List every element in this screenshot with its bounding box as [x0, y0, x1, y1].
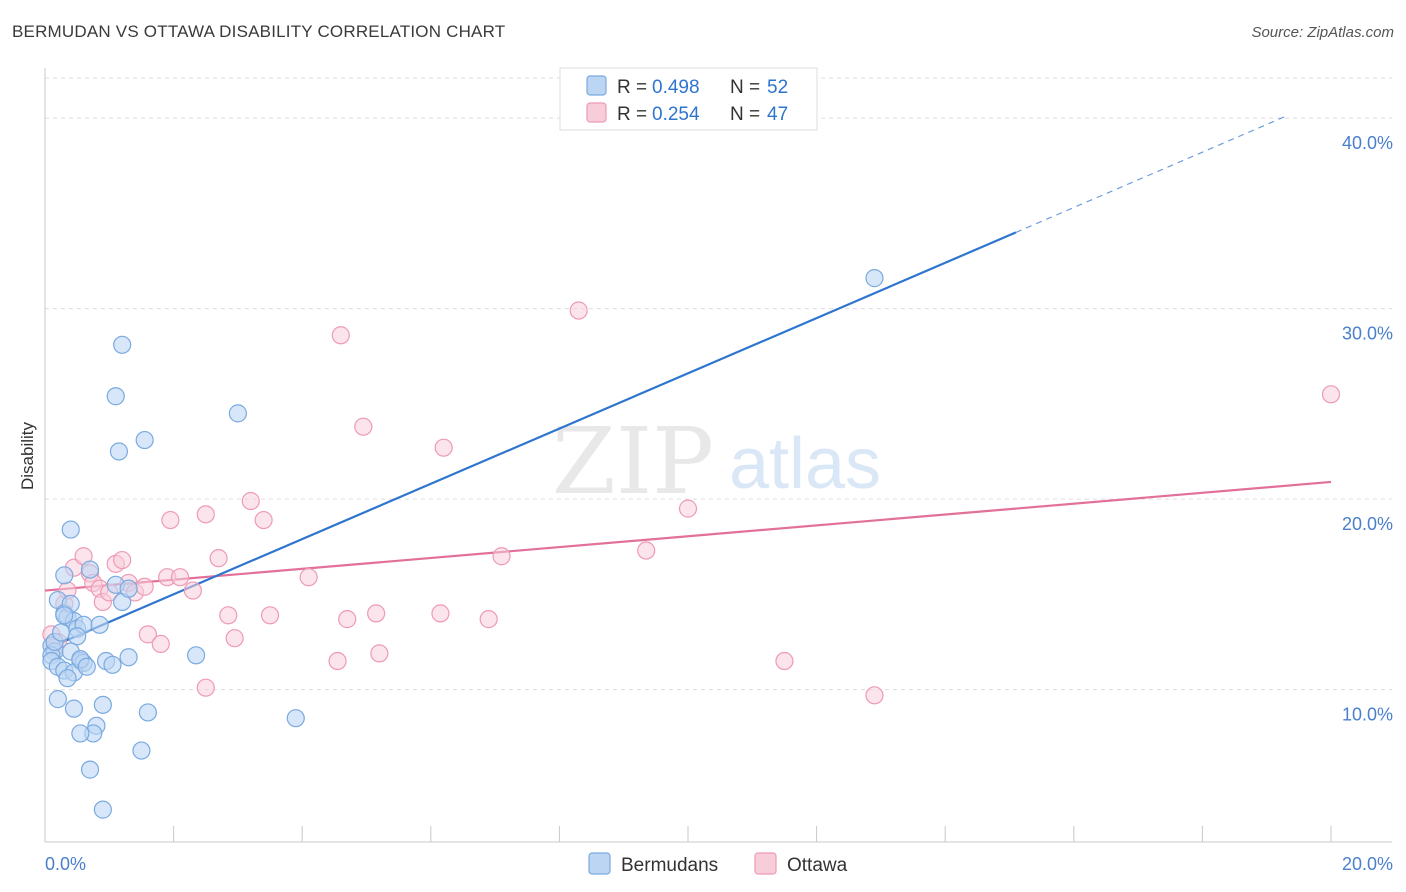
bermudans-point: [187, 646, 206, 665]
bermudans-point: [55, 606, 74, 625]
bermudans-point: [93, 695, 112, 714]
watermark-zip: ZIP: [552, 408, 714, 515]
ottawa-point: [260, 606, 280, 625]
ottawa-point: [135, 577, 154, 596]
bermudans-point: [865, 269, 884, 288]
ottawa-point: [241, 491, 260, 511]
ottawa-point: [328, 651, 347, 671]
legend-r-value-2: 0.254: [652, 104, 700, 125]
y-axis-label: Disability: [18, 421, 37, 490]
bermudans-point: [119, 579, 138, 598]
legend-r-label-2: R =: [617, 104, 647, 125]
legend-n-label-2: N =: [730, 104, 760, 125]
legend-n-label-1: N =: [730, 77, 760, 98]
chart-source: Source: ZipAtlas.com: [1251, 24, 1394, 41]
bermudans-point: [286, 709, 305, 728]
ottawa-point: [367, 604, 386, 623]
ottawa-point: [138, 625, 157, 644]
bermudans-point: [109, 442, 129, 461]
ottawa-point: [434, 438, 453, 457]
ottawa-point: [569, 301, 588, 320]
ottawa-point: [492, 547, 511, 566]
legend-n-value-1: 52: [767, 77, 788, 98]
bermudans-point: [135, 430, 154, 450]
bermudans-point: [58, 669, 77, 688]
ottawa-point: [113, 550, 132, 570]
trend-lines: [44, 115, 1332, 651]
bermudans-trend-line: [44, 231, 1017, 651]
legend-bottom-label-bermudans: Bermudans: [621, 855, 718, 876]
y-tick-label: 40.0%: [1342, 133, 1393, 153]
ottawa-point: [370, 644, 389, 663]
legend-swatch-bermudans: [586, 75, 607, 96]
bermudans-point: [93, 800, 112, 819]
ottawa-point: [775, 651, 794, 671]
bermudans-point: [138, 703, 157, 722]
ottawa-point: [254, 510, 273, 530]
legend-top: R = 0.498 N = 52 R = 0.254 N = 47: [559, 67, 818, 131]
bermudans-point: [113, 335, 132, 354]
bermudans-point: [80, 560, 100, 579]
ottawa-point: [637, 541, 656, 560]
bermudans-point: [48, 690, 67, 709]
bermudans-point: [61, 520, 80, 539]
y-tick-label: 30.0%: [1342, 324, 1393, 344]
bermudans-trend-extension: [1015, 115, 1287, 233]
ottawa-point: [1321, 385, 1341, 404]
bermudans-point: [55, 566, 74, 585]
ottawa-point: [209, 549, 228, 568]
legend-r-label-1: R =: [617, 77, 647, 98]
ottawa-trend-line: [44, 480, 1332, 592]
ottawa-point: [183, 581, 202, 600]
ottawa-point: [196, 678, 215, 697]
watermark: ZIP atlas: [552, 408, 881, 515]
ottawa-point: [479, 610, 498, 629]
bermudans-point: [132, 741, 151, 760]
ottawa-point: [354, 417, 373, 436]
bermudans-point: [90, 615, 109, 634]
axes: [44, 68, 1392, 843]
x-tick-label-min: 0.0%: [45, 854, 86, 874]
ottawa-point: [170, 568, 190, 587]
bermudans-point: [80, 760, 100, 779]
chart-title: BERMUDAN VS OTTAWA DISABILITY CORRELATIO…: [12, 22, 506, 41]
bermudans-point: [228, 404, 247, 423]
legend-swatch-ottawa: [586, 102, 607, 123]
gridlines: [45, 77, 1392, 691]
ottawa-point: [196, 505, 215, 524]
ottawa-point: [678, 499, 698, 518]
ottawa-point: [225, 629, 244, 648]
ottawa-point: [299, 568, 318, 587]
ottawa-point: [431, 604, 450, 623]
x-ticks: [44, 826, 1332, 842]
bermudans-point: [64, 699, 84, 718]
y-tick-label: 20.0%: [1342, 514, 1393, 534]
ottawa-point: [219, 606, 238, 625]
bermudans-point: [71, 724, 90, 743]
y-tick-labels: 10.0% 20.0% 30.0% 40.0%: [1342, 133, 1393, 725]
y-tick-label: 10.0%: [1342, 705, 1393, 725]
legend-bottom: Bermudans Ottawa: [588, 852, 848, 876]
ottawa-point: [331, 326, 350, 345]
ottawa-points: [42, 301, 1341, 705]
bermudans-point: [68, 627, 87, 646]
ottawa-point: [338, 610, 357, 629]
x-tick-label-max: 20.0%: [1342, 854, 1393, 874]
ottawa-point: [865, 686, 884, 705]
bermudans-point: [103, 655, 122, 674]
legend-bottom-swatch-ottawa: [754, 852, 777, 875]
bermudans-point: [106, 387, 125, 406]
bermudans-point: [119, 648, 138, 667]
legend-bottom-label-ottawa: Ottawa: [787, 855, 848, 876]
bermudans-point: [77, 657, 96, 676]
legend-bottom-swatch-bermudans: [588, 852, 611, 875]
ottawa-point: [151, 634, 170, 653]
watermark-atlas: atlas: [729, 424, 881, 504]
legend-n-value-2: 47: [767, 104, 788, 125]
bermudans-points: [42, 269, 884, 819]
ottawa-point: [161, 510, 180, 530]
legend-r-value-1: 0.498: [652, 77, 700, 98]
